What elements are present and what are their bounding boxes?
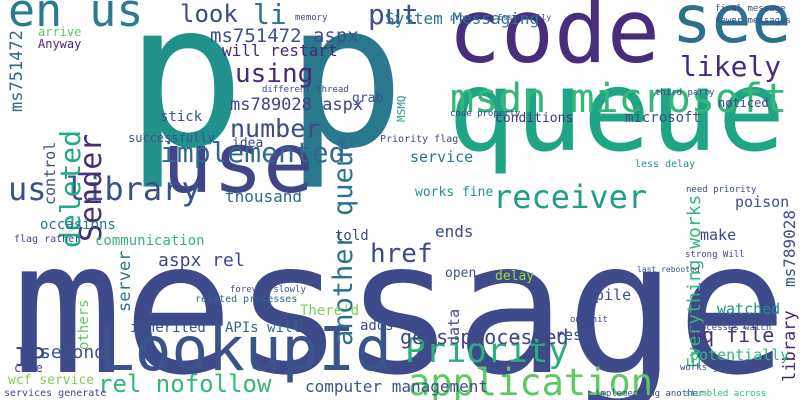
word: control [41,142,59,205]
word: one hit [570,315,608,325]
word: conditions [495,111,573,126]
word: code property [450,109,521,119]
word: queue [448,47,785,177]
word: idea [232,136,263,151]
word: application [408,361,653,400]
word: told [335,228,369,244]
word: Anyway [38,37,81,51]
word: li [253,0,287,31]
word: aspx rel [158,250,245,271]
word: likely [680,50,781,83]
word: ms751472 aspx [210,25,359,47]
word: thousand [225,187,302,206]
word: works fine [415,185,493,200]
word: arrive [38,25,81,39]
word: related processes [195,294,297,305]
word: mq file [690,323,774,347]
word: third party [655,88,715,98]
word: service [410,148,473,166]
word: Priority [405,331,569,371]
word: href [370,239,433,269]
word: MSMQ [395,96,408,123]
word: code [448,0,660,83]
word: en us [8,0,143,37]
word: processes Essentially [450,13,551,22]
word: computer management [305,377,488,396]
word: strong Will [685,250,745,260]
word: library [780,310,800,382]
word: ms789028 [780,210,799,287]
word: successfully [128,131,215,145]
word: pile [595,286,631,304]
word: will restart [222,41,338,60]
word: message [12,202,787,400]
word: stick [160,109,203,125]
word: use [162,114,314,212]
word: LookupId [98,314,392,385]
word: memory [295,13,328,23]
word: second [40,342,105,363]
word: number [230,114,320,143]
word: Priority flag [380,134,458,145]
word: microsoft [625,110,701,126]
word: rest [555,326,591,344]
word: using [235,59,313,89]
word: put [368,0,419,31]
word: gets processed [400,325,569,349]
word: There'd [300,303,359,319]
word: System Messaging [385,9,539,28]
word: services generate [4,388,106,399]
word: implementing another [595,389,704,399]
word: Sender [74,134,109,242]
word: come [14,361,43,375]
word: others [76,299,92,350]
word: noticed [718,96,769,110]
word: less delay [635,159,695,170]
word: deleted [54,130,87,248]
word: look [180,0,238,28]
word: ends [435,222,474,241]
word: server [115,251,135,312]
word: inherited [130,320,206,336]
word: us library [8,170,201,208]
word: wcf service [8,373,94,388]
word: fewer messages [715,16,791,26]
word: watched [717,300,780,318]
word: IP [14,343,45,373]
word: grab [352,91,383,106]
word: msdn microsoft [450,76,787,122]
word: data [445,309,463,345]
word: rel nofollow [98,370,272,398]
word: final message [715,4,785,14]
word: make [700,226,736,244]
word: stumbled across [685,389,766,399]
word: open [445,266,476,281]
word: poison [735,193,789,211]
word: another queue [328,135,359,346]
word: adds [360,318,394,334]
word: different thread [262,85,349,95]
word: Everything works [684,195,705,368]
word: ms751472 [7,30,27,112]
word: works great [680,363,740,373]
word: implemented [160,136,345,169]
word: last rebooted [637,265,700,274]
word: occasions [40,217,116,233]
word: flag rather [14,234,80,245]
word: communication [95,233,205,249]
word: receiver [493,178,647,216]
word: p [125,0,245,193]
word: forever slowly [230,285,306,295]
word: processes watch [690,323,771,333]
word: need priority [686,185,757,195]
word: see [672,0,791,58]
word: ms789028 aspx [230,95,363,115]
word: p [285,0,405,193]
word: potentially [690,346,789,364]
word: delay [495,269,534,284]
word: APIs will [225,320,301,336]
